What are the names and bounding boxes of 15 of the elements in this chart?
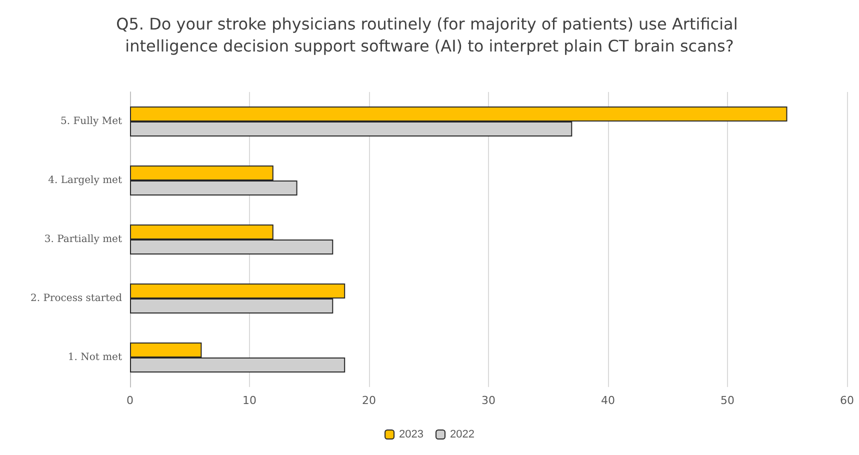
y-tick-label: 5. Fully Met (60, 116, 122, 127)
y-tick-label: 4. Largely met (48, 175, 122, 186)
x-tick-label: 0 (126, 394, 134, 407)
y-tick-label: 2. Process started (30, 293, 123, 304)
x-tick-label: 50 (720, 394, 734, 407)
legend-label: 2023 (399, 428, 424, 440)
x-tick-label: 10 (242, 394, 256, 407)
legend-label: 2022 (450, 428, 474, 440)
y-tick-label: 3. Partially met (44, 234, 122, 245)
chart-title: Q5. Do your stroke physicians routinely (for majority of patients) use Artificial intelligence decision support software (AI) to interpret plain CT brain scans? (116, 14, 743, 56)
x-tick-label: 60 (840, 394, 854, 407)
x-tick-label: 40 (601, 394, 615, 407)
x-tick-label: 20 (362, 394, 376, 407)
x-tick-label: 30 (482, 394, 496, 407)
y-tick-label: 1. Not met (68, 352, 122, 363)
